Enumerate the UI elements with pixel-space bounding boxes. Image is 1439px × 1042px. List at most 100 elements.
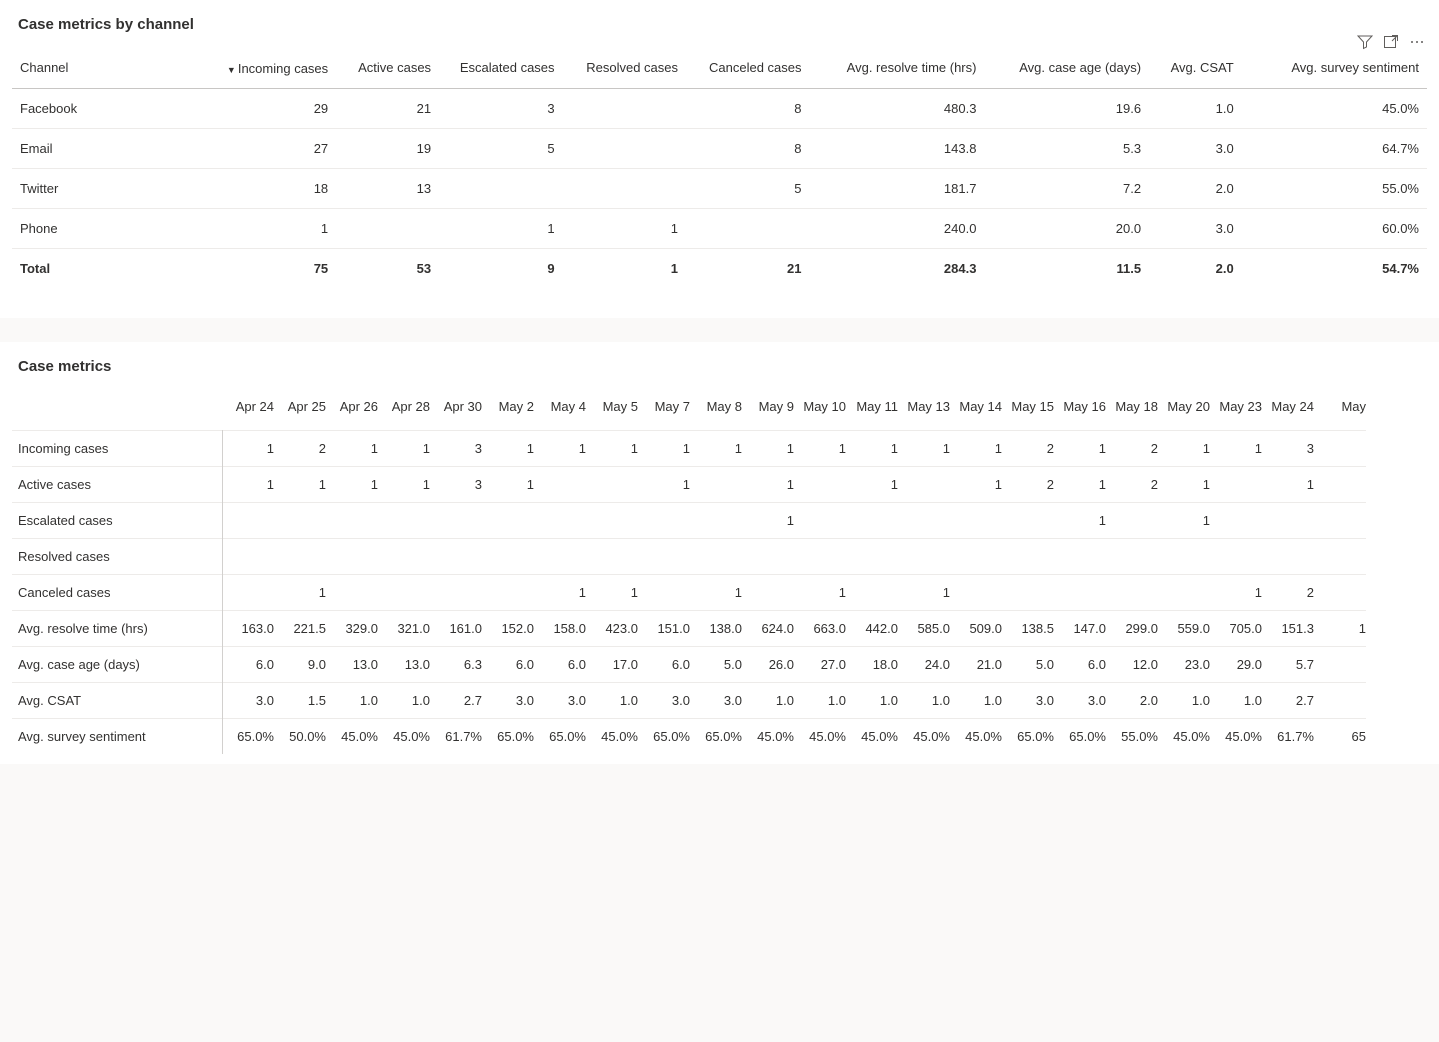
column-header[interactable]: Channel [12, 47, 218, 89]
date-header[interactable]: May 2 [482, 389, 534, 431]
matrix-cell: 1 [586, 431, 638, 467]
matrix-cell: 1 [690, 575, 742, 611]
matrix-cell: 1 [222, 431, 274, 467]
matrix-cell [846, 539, 898, 575]
matrix-cell: 6.0 [222, 647, 274, 683]
metric-cell: 3.0 [1149, 209, 1242, 249]
matrix-cell [1002, 575, 1054, 611]
more-options-icon[interactable] [1409, 34, 1425, 50]
matrix-cell: 1.0 [326, 683, 378, 719]
matrix-row: Incoming cases121131111111111212113 [12, 431, 1366, 467]
column-header[interactable]: Avg. CSAT [1149, 47, 1242, 89]
metric-cell: 45.0% [1242, 89, 1427, 129]
table-row[interactable]: Phone111240.020.03.060.0% [12, 209, 1427, 249]
column-header[interactable]: Escalated cases [439, 47, 562, 89]
column-header[interactable]: Active cases [336, 47, 439, 89]
matrix-cell [846, 503, 898, 539]
matrix-cell: 161.0 [430, 611, 482, 647]
metric-cell: 5.3 [984, 129, 1149, 169]
matrix-cell: 1 [1054, 467, 1106, 503]
filter-icon[interactable] [1357, 34, 1373, 50]
date-header[interactable]: Apr 26 [326, 389, 378, 431]
column-header-label: Active cases [358, 60, 431, 75]
date-header[interactable]: May 24 [1262, 389, 1314, 431]
column-header[interactable]: Avg. resolve time (hrs) [810, 47, 985, 89]
date-header[interactable]: Apr 28 [378, 389, 430, 431]
matrix-cell: 5.0 [690, 647, 742, 683]
matrix-row: Canceled cases11111112 [12, 575, 1366, 611]
metric-row-label: Canceled cases [12, 575, 222, 611]
date-header[interactable]: May [1314, 389, 1366, 431]
matrix-cell: 299.0 [1106, 611, 1158, 647]
matrix-cell: 1 [274, 467, 326, 503]
date-header[interactable]: May 9 [742, 389, 794, 431]
channel-metrics-panel: Case metrics by channel Channel▼Incoming… [0, 0, 1439, 318]
date-header[interactable]: May 18 [1106, 389, 1158, 431]
matrix-cell [1002, 539, 1054, 575]
column-header[interactable]: Canceled cases [686, 47, 809, 89]
matrix-cell: 1 [222, 467, 274, 503]
total-cell: 284.3 [810, 249, 985, 289]
matrix-cell: 1.0 [378, 683, 430, 719]
table-row[interactable]: Twitter18135181.77.22.055.0% [12, 169, 1427, 209]
date-header[interactable]: May 13 [898, 389, 950, 431]
matrix-cell: 2 [1002, 467, 1054, 503]
matrix-cell [430, 575, 482, 611]
table-row[interactable]: Email271958143.85.33.064.7% [12, 129, 1427, 169]
focus-mode-icon[interactable] [1383, 34, 1399, 50]
matrix-cell: 1 [1210, 575, 1262, 611]
matrix-cell: 3.0 [638, 683, 690, 719]
matrix-cell: 65.0% [638, 719, 690, 755]
matrix-row: Avg. survey sentiment65.0%50.0%45.0%45.0… [12, 719, 1366, 755]
date-header[interactable]: May 11 [846, 389, 898, 431]
panel-toolbar [1357, 34, 1425, 50]
date-header[interactable]: May 5 [586, 389, 638, 431]
metric-cell: 20.0 [984, 209, 1149, 249]
column-header-label: Channel [20, 60, 68, 75]
matrix-cell: 1 [1158, 503, 1210, 539]
matrix-cell: 138.5 [1002, 611, 1054, 647]
metric-cell [563, 129, 686, 169]
metric-row-label: Active cases [12, 467, 222, 503]
matrix-cell [326, 503, 378, 539]
matrix-cell: 27.0 [794, 647, 846, 683]
date-header[interactable]: May 4 [534, 389, 586, 431]
date-header[interactable]: May 16 [1054, 389, 1106, 431]
table-row[interactable]: Facebook292138480.319.61.045.0% [12, 89, 1427, 129]
matrix-cell: 45.0% [1158, 719, 1210, 755]
column-header-label: Avg. CSAT [1171, 60, 1234, 75]
matrix-cell: 1 [1054, 431, 1106, 467]
matrix-cell [586, 539, 638, 575]
matrix-cell [482, 575, 534, 611]
metric-cell: 5 [686, 169, 809, 209]
matrix-cell: 45.0% [898, 719, 950, 755]
column-header[interactable]: Avg. survey sentiment [1242, 47, 1427, 89]
date-header[interactable]: May 15 [1002, 389, 1054, 431]
column-header[interactable]: Avg. case age (days) [984, 47, 1149, 89]
matrix-cell [1314, 431, 1366, 467]
matrix-cell: 45.0% [794, 719, 846, 755]
metric-cell: 27 [218, 129, 336, 169]
date-header[interactable]: May 14 [950, 389, 1002, 431]
date-header[interactable]: Apr 24 [222, 389, 274, 431]
matrix-cell [534, 467, 586, 503]
column-header-label: Incoming cases [238, 61, 328, 76]
matrix-cell [1314, 503, 1366, 539]
date-header[interactable]: Apr 30 [430, 389, 482, 431]
matrix-cell [1314, 647, 1366, 683]
column-header[interactable]: ▼Incoming cases [218, 47, 336, 89]
matrix-cell [1158, 539, 1210, 575]
column-header[interactable]: Resolved cases [563, 47, 686, 89]
matrix-cell: 65.0% [1054, 719, 1106, 755]
metric-row-label: Escalated cases [12, 503, 222, 539]
date-header[interactable]: May 7 [638, 389, 690, 431]
matrix-cell: 163.0 [222, 611, 274, 647]
date-header[interactable]: May 20 [1158, 389, 1210, 431]
date-header[interactable]: Apr 25 [274, 389, 326, 431]
matrix-cell: 1 [1262, 467, 1314, 503]
date-header[interactable]: May 8 [690, 389, 742, 431]
matrix-cell [326, 539, 378, 575]
date-header[interactable]: May 23 [1210, 389, 1262, 431]
date-header[interactable]: May 10 [794, 389, 846, 431]
matrix-cell [1314, 467, 1366, 503]
